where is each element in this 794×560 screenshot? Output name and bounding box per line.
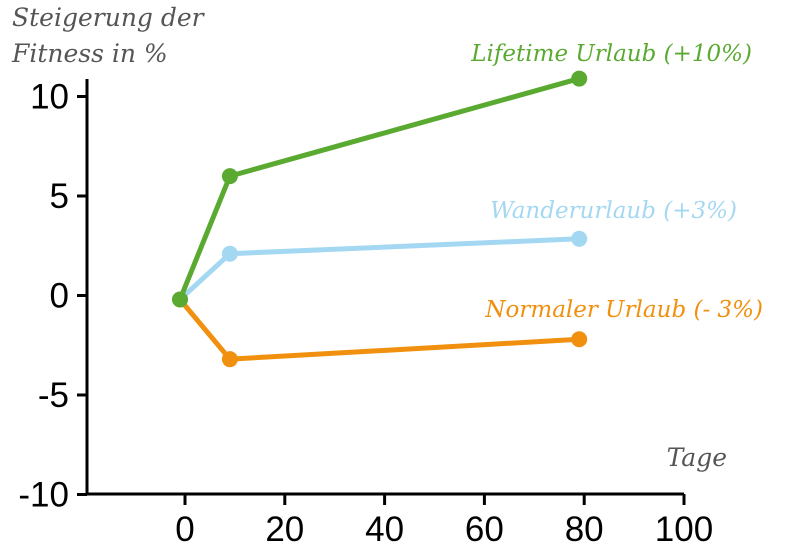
labels-group: Steigerung der Fitness in % Tage Normale… [11, 3, 763, 472]
x-tick-label: 80 [565, 510, 604, 549]
data-point-lifetime-urlaub-10 [571, 70, 588, 87]
y-tick-label: 0 [50, 277, 69, 316]
y-tick-label: -10 [18, 476, 69, 515]
x-tick-label: 60 [465, 510, 504, 549]
y-tick-label: 5 [50, 177, 69, 216]
x-tick-label: 40 [365, 510, 404, 549]
series-line-wanderurlaub-3 [177, 236, 582, 302]
y-axis-label-line-2: Fitness in % [11, 39, 168, 68]
data-point-wanderurlaub-3 [221, 245, 238, 262]
y-axis-label-line-1: Steigerung der [12, 3, 206, 32]
series-label-lifetime-urlaub: Lifetime Urlaub (+10%) [470, 41, 752, 67]
axes [85, 79, 684, 496]
ticks: 10 5 0 -5 -10 0 20 40 60 80 100 [18, 78, 713, 550]
x-tick-label: 100 [655, 510, 713, 549]
y-tick-label: 10 [30, 78, 69, 117]
data-point-wanderurlaub-3 [571, 230, 588, 247]
series-label-wanderurlaub: Wanderurlaub (+3%) [490, 198, 737, 224]
data-point-normaler-urlaub-3 [571, 331, 588, 348]
x-axis-label: Tage [667, 443, 727, 472]
data-point-lifetime-urlaub-10 [221, 168, 238, 185]
series-line-lifetime-urlaub-10 [177, 76, 582, 302]
data-point-lifetime-urlaub-10 [172, 291, 189, 308]
data-point-normaler-urlaub-3 [221, 351, 238, 368]
x-tick-label: 0 [175, 510, 194, 549]
y-tick-label: -5 [38, 376, 69, 415]
x-tick-label: 20 [265, 510, 304, 549]
series-group [172, 70, 588, 368]
series-label-normaler-urlaub: Normaler Urlaub (- 3%) [484, 297, 763, 323]
